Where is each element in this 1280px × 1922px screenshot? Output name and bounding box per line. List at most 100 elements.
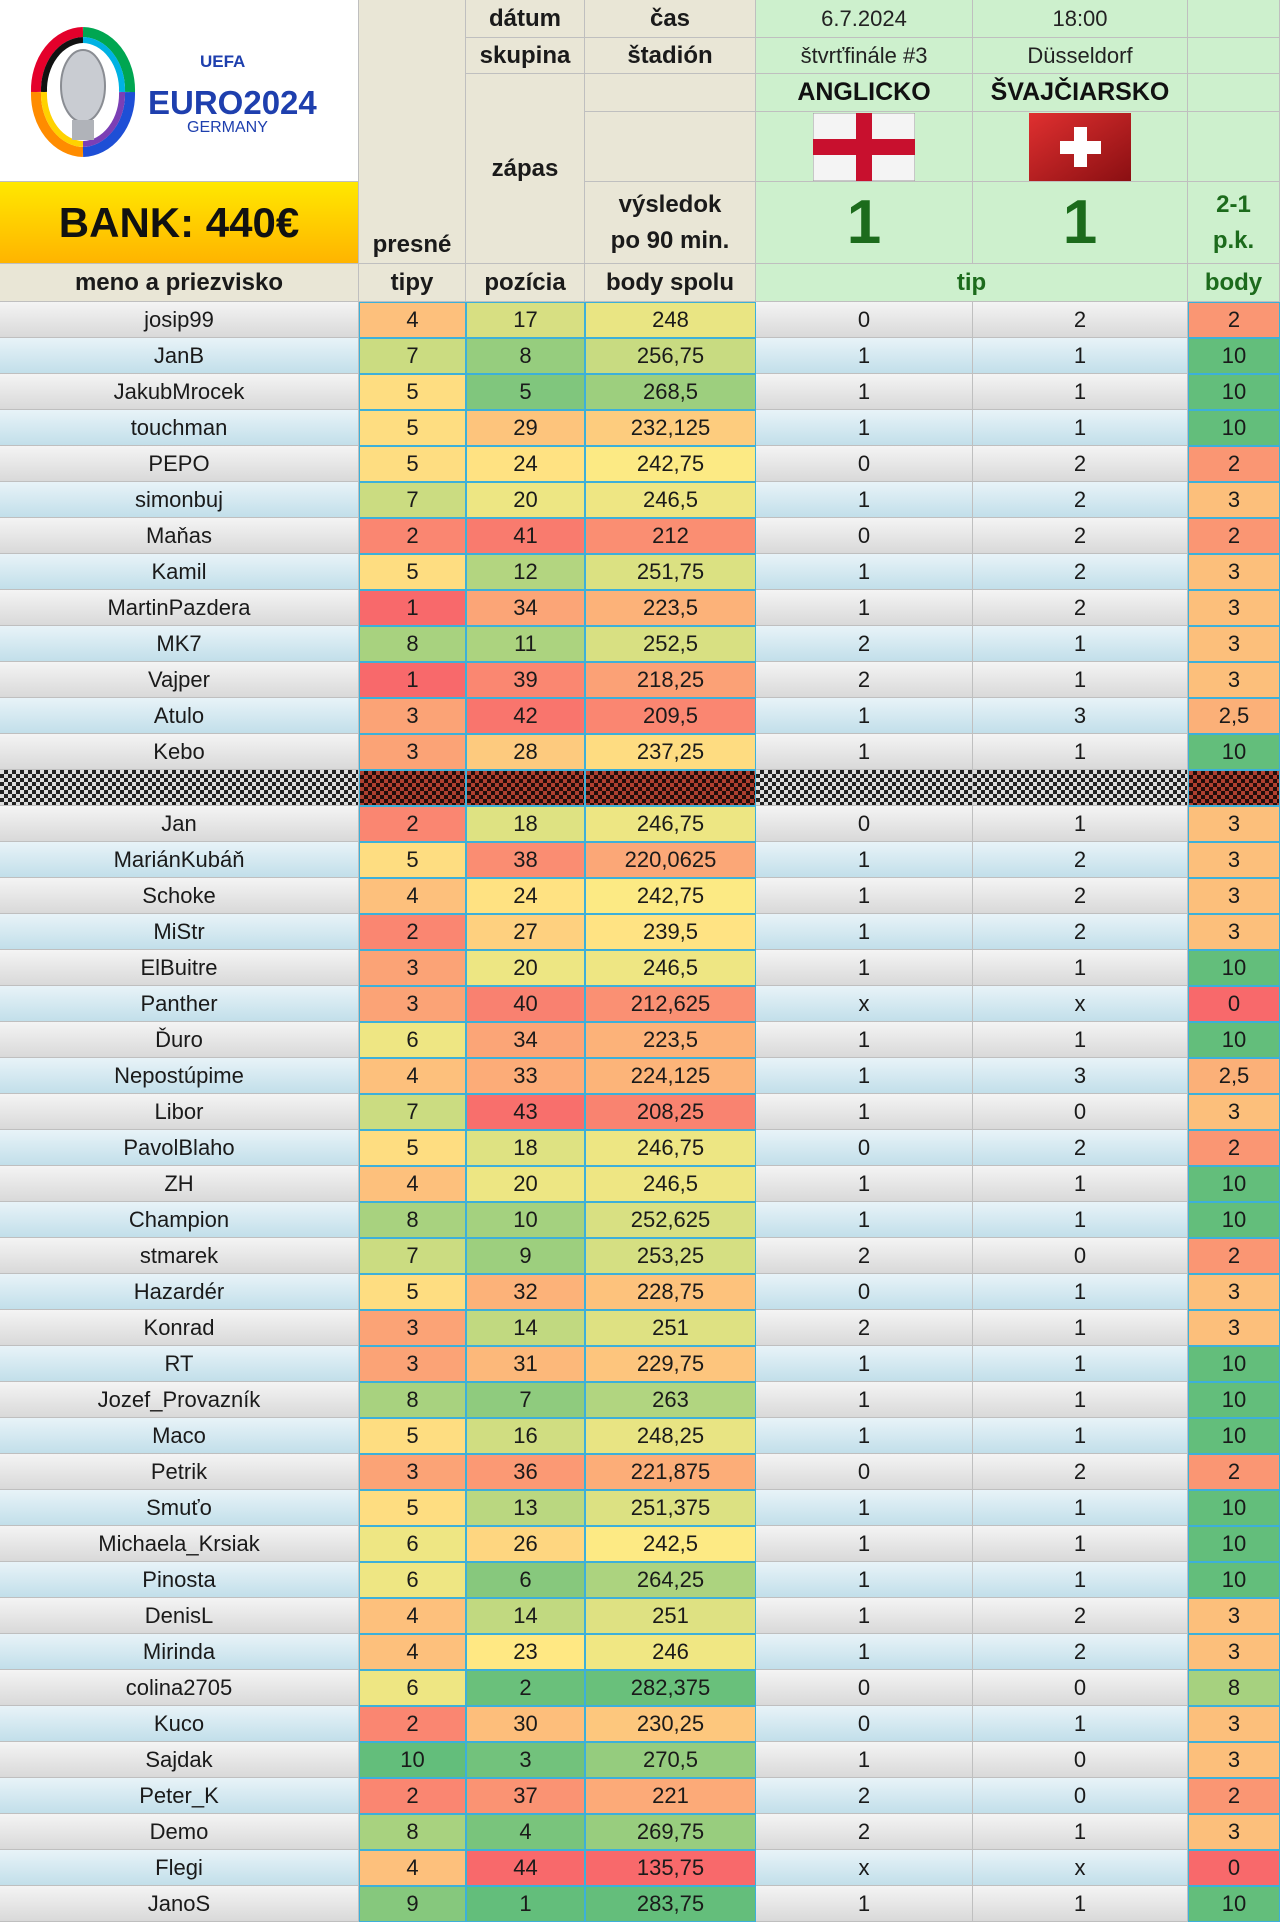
- column-header-tip: tip: [756, 264, 1188, 302]
- cell-body: 10: [1188, 1418, 1280, 1454]
- cell-body-spolu: 246,75: [585, 806, 756, 842]
- cell-body: 10: [1188, 1022, 1280, 1058]
- cell-tip2: 1: [973, 1814, 1188, 1850]
- cell-body-spolu: 263: [585, 1382, 756, 1418]
- cell-tip1: 1: [756, 842, 973, 878]
- cell-body-spolu: 242,75: [585, 446, 756, 482]
- cell-tip2: 1: [973, 950, 1188, 986]
- cell-tip2: 2: [973, 518, 1188, 554]
- cell-tipy: 4: [359, 1058, 466, 1094]
- bank-amount: BANK: 440€: [58, 198, 300, 246]
- cell-tip2: 2: [973, 1454, 1188, 1490]
- cell-tipy: 4: [359, 1598, 466, 1634]
- cell-tipy: 9: [359, 1886, 466, 1922]
- match-blank-3: [1188, 74, 1280, 112]
- cell-tip2: 2: [973, 590, 1188, 626]
- cell-tip1: 1: [756, 1886, 973, 1922]
- cell-name: ElBuitre: [0, 950, 359, 986]
- cell-tip2: 1: [973, 1202, 1188, 1238]
- blank-header-cell-2: [585, 112, 756, 182]
- cell-name: JanB: [0, 338, 359, 374]
- cell-pozicia: 36: [466, 1454, 585, 1490]
- cell-body-spolu: 228,75: [585, 1274, 756, 1310]
- match-blank-4: [1188, 112, 1280, 182]
- cell-pozicia: 43: [466, 1094, 585, 1130]
- cell-tip1: 1: [756, 410, 973, 446]
- cell-tip2: 1: [973, 806, 1188, 842]
- cell-tip1: 1: [756, 1022, 973, 1058]
- cell-pozicia: 34: [466, 590, 585, 626]
- cell-tipy: 5: [359, 1490, 466, 1526]
- tipy-label: tipy: [390, 268, 434, 296]
- match-venue: Düsseldorf: [973, 38, 1188, 74]
- cell-pozicia: 40: [466, 986, 585, 1022]
- cell-tip2: 1: [973, 1526, 1188, 1562]
- cell-body: 3: [1188, 1634, 1280, 1670]
- cell-body-spolu: 248,25: [585, 1418, 756, 1454]
- cell-tip1: 0: [756, 518, 973, 554]
- cell-tip2: 3: [973, 698, 1188, 734]
- cell-tip2: 1: [973, 1886, 1188, 1922]
- cell-body-spolu: 264,25: [585, 1562, 756, 1598]
- cell-body: 3: [1188, 1814, 1280, 1850]
- cell-tip2: 0: [973, 1742, 1188, 1778]
- cell-tip2: 3: [973, 1058, 1188, 1094]
- cell-name: Libor: [0, 1094, 359, 1130]
- vysledok-sublabel: po 90 min.: [610, 226, 730, 254]
- cell-name: MariánKubáň: [0, 842, 359, 878]
- cell-body: 2,5: [1188, 698, 1280, 734]
- cell-body-spolu: 251,375: [585, 1490, 756, 1526]
- cell-tipy: 8: [359, 1382, 466, 1418]
- flag-cell-away: [973, 112, 1188, 182]
- cell-tip2: 1: [973, 662, 1188, 698]
- uefa-label: UEFA: [200, 52, 246, 71]
- cell-tip1: 1: [756, 1346, 973, 1382]
- cell-tip2: 2: [973, 878, 1188, 914]
- cell-pozicia: 20: [466, 1166, 585, 1202]
- cell-body-spolu: 242,5: [585, 1526, 756, 1562]
- cell-tip1: 2: [756, 1814, 973, 1850]
- cell-pozicia: 33: [466, 1058, 585, 1094]
- cell-name: Peter_K: [0, 1778, 359, 1814]
- cell-tipy: 2: [359, 914, 466, 950]
- team-home-name: ANGLICKO: [797, 78, 931, 106]
- cell-body-spolu: 252,5: [585, 626, 756, 662]
- stadion-label: štadión: [627, 41, 713, 69]
- cell-tip1: 2: [756, 1238, 973, 1274]
- cell-pozicia: [466, 770, 585, 806]
- euro2024-label: EURO2024: [148, 84, 317, 121]
- cell-tip1: 0: [756, 446, 973, 482]
- cell-tipy: 3: [359, 1310, 466, 1346]
- zapas-label: zápas: [491, 154, 559, 182]
- cell-body: 3: [1188, 1598, 1280, 1634]
- cell-pozicia: 20: [466, 482, 585, 518]
- cell-name: Pinosta: [0, 1562, 359, 1598]
- cell-name: Hazardér: [0, 1274, 359, 1310]
- body-label: body: [1204, 268, 1263, 296]
- cell-body: 10: [1188, 410, 1280, 446]
- cell-tipy: 3: [359, 950, 466, 986]
- cell-pozicia: 20: [466, 950, 585, 986]
- cell-tipy: 5: [359, 842, 466, 878]
- cell-pozicia: 24: [466, 878, 585, 914]
- zapas-label-cell: zápas: [466, 74, 585, 264]
- cell-tip2: 1: [973, 1418, 1188, 1454]
- cell-tip2: 2: [973, 446, 1188, 482]
- cell-tip1: 0: [756, 302, 973, 338]
- cell-name: MiStr: [0, 914, 359, 950]
- cell-body: 3: [1188, 662, 1280, 698]
- cell-name: Jan: [0, 806, 359, 842]
- cell-body: 3: [1188, 590, 1280, 626]
- cell-tip2: 2: [973, 1130, 1188, 1166]
- vysledok-label: výsledok: [618, 190, 722, 218]
- cell-name: Smuťo: [0, 1490, 359, 1526]
- cell-name: MartinPazdera: [0, 590, 359, 626]
- cell-name: touchman: [0, 410, 359, 446]
- cell-tip1: 1: [756, 554, 973, 590]
- pozicia-label: pozícia: [484, 268, 566, 296]
- cell-body-spolu: [585, 770, 756, 806]
- cell-tip1: 1: [756, 1202, 973, 1238]
- cell-tip1: 1: [756, 1634, 973, 1670]
- cell-body: 3: [1188, 878, 1280, 914]
